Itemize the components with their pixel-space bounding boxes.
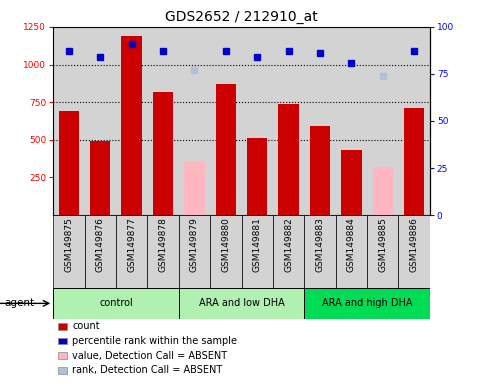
Text: GSM149879: GSM149879 [190, 217, 199, 272]
Bar [273, 215, 304, 288]
Bar [179, 288, 304, 319]
Text: value, Detection Call = ABSENT: value, Detection Call = ABSENT [72, 351, 227, 361]
Title: GDS2652 / 212910_at: GDS2652 / 212910_at [165, 10, 318, 25]
Text: count: count [72, 321, 100, 331]
Text: GSM149886: GSM149886 [410, 217, 419, 272]
Bar [58, 111, 79, 215]
Bar [184, 161, 205, 215]
Text: GSM149878: GSM149878 [158, 217, 168, 272]
Bar [147, 215, 179, 288]
Bar [215, 84, 236, 215]
Bar [367, 215, 398, 288]
Bar [121, 36, 142, 215]
Bar [310, 126, 330, 215]
Text: GSM149876: GSM149876 [96, 217, 105, 272]
Text: GSM149881: GSM149881 [253, 217, 262, 272]
Text: agent: agent [5, 298, 35, 308]
Bar [247, 138, 268, 215]
Bar [116, 215, 147, 288]
Bar [398, 215, 430, 288]
Bar [242, 215, 273, 288]
Text: GSM149877: GSM149877 [127, 217, 136, 272]
Text: rank, Detection Call = ABSENT: rank, Detection Call = ABSENT [72, 365, 223, 375]
Bar [153, 92, 173, 215]
Text: GSM149882: GSM149882 [284, 217, 293, 272]
Bar [53, 215, 85, 288]
Text: ARA and low DHA: ARA and low DHA [199, 298, 284, 308]
Bar [304, 215, 336, 288]
Text: GSM149884: GSM149884 [347, 217, 356, 272]
Text: control: control [99, 298, 133, 308]
Bar [90, 141, 111, 215]
Text: GSM149885: GSM149885 [378, 217, 387, 272]
Bar [404, 108, 425, 215]
Text: GSM149875: GSM149875 [64, 217, 73, 272]
Bar [53, 288, 179, 319]
Bar [372, 167, 393, 215]
Text: percentile rank within the sample: percentile rank within the sample [72, 336, 238, 346]
Bar [85, 215, 116, 288]
Bar [210, 215, 242, 288]
Text: GSM149883: GSM149883 [315, 217, 325, 272]
Bar [278, 104, 299, 215]
Bar [341, 150, 362, 215]
Text: ARA and high DHA: ARA and high DHA [322, 298, 412, 308]
Bar [304, 288, 430, 319]
Bar [336, 215, 367, 288]
Text: GSM149880: GSM149880 [221, 217, 230, 272]
Bar [179, 215, 210, 288]
